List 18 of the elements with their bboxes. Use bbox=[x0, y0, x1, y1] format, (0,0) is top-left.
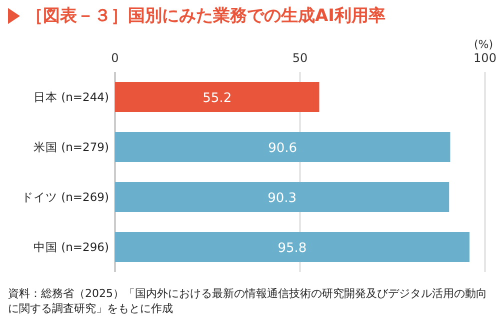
x-tick-label: 50 bbox=[292, 51, 308, 65]
x-axis-title: (%) bbox=[474, 38, 493, 51]
data-label: 55.2 bbox=[202, 91, 232, 106]
y-tick-label: 米国 (n=279) bbox=[33, 140, 109, 154]
bar bbox=[115, 132, 450, 162]
y-tick-label: 日本 (n=244) bbox=[33, 90, 109, 104]
data-label: 90.3 bbox=[268, 191, 297, 206]
bar bbox=[115, 182, 450, 212]
x-tick-label: 0 bbox=[111, 51, 119, 65]
bar bbox=[115, 82, 320, 112]
data-label: 95.8 bbox=[278, 241, 307, 256]
y-tick-label: ドイツ (n=269) bbox=[21, 190, 109, 204]
text: 資料：総務省（2025）「国内外における最新の情報通信技術の研究開発及びデジタル活用の動向に関する調査研究」をもとに作成 bbox=[8, 286, 488, 316]
y-tick-label: 中国 (n=296) bbox=[33, 240, 109, 254]
x-tick-label: 100 bbox=[474, 51, 496, 65]
bar bbox=[115, 232, 470, 262]
chart-title: ［図表－３］国別にみた業務での生成AI利用率 bbox=[26, 5, 386, 27]
data-label: 90.6 bbox=[268, 141, 298, 156]
